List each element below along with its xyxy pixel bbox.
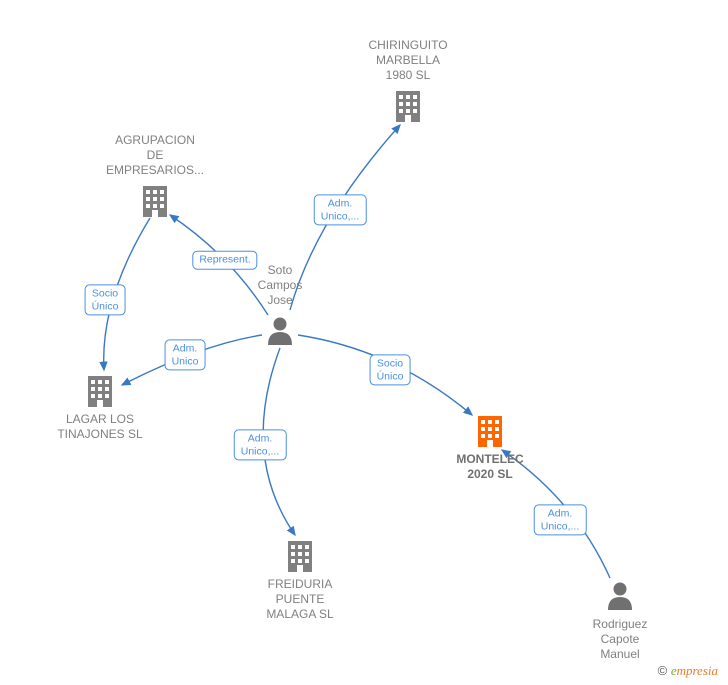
- edge-label: Adm. Unico,...: [314, 194, 367, 225]
- node-label: FREIDURIAPUENTEMALAGA SL: [240, 577, 360, 622]
- edge-label: Adm. Unico: [165, 339, 206, 370]
- node-label: AGRUPACIONDEEMPRESARIOS...: [95, 133, 215, 178]
- node-label: SotoCamposJose: [220, 263, 340, 308]
- node-label: CHIRINGUITOMARBELLA1980 SL: [348, 38, 468, 83]
- edge-label: Socio Único: [370, 354, 411, 385]
- watermark: © empresia: [658, 663, 718, 679]
- edge-label: Socio Único: [85, 284, 126, 315]
- node-label: MONTELEC2020 SL: [430, 452, 550, 482]
- edge-label: Adm. Unico,...: [534, 504, 587, 535]
- diagram-canvas: [0, 0, 728, 685]
- edge-label: Adm. Unico,...: [234, 429, 287, 460]
- person-icon: [268, 318, 292, 346]
- copyright-symbol: ©: [658, 663, 668, 678]
- node-label: RodriguezCapoteManuel: [560, 617, 680, 662]
- brand-logo: empresia: [671, 663, 718, 678]
- building-icon: [143, 186, 167, 217]
- node-label: LAGAR LOSTINAJONES SL: [40, 412, 160, 442]
- building-icon: [396, 91, 420, 122]
- building-icon: [288, 541, 312, 572]
- building-icon: [88, 376, 112, 407]
- person-icon: [608, 583, 632, 611]
- building-icon: [478, 416, 502, 447]
